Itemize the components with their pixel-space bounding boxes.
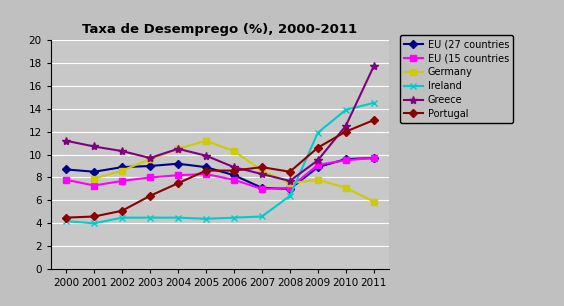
- Portugal: [147, 194, 153, 198]
- Ireland: [147, 216, 153, 219]
- Ireland: [175, 216, 182, 219]
- Germany: [315, 178, 321, 182]
- Greece: [342, 124, 349, 128]
- Greece: [147, 156, 153, 160]
- Greece: [91, 145, 98, 148]
- Ireland: [258, 215, 265, 218]
- EU (27 countries: [287, 187, 293, 191]
- EU (15 countries: [342, 159, 349, 162]
- EU (27 countries: [175, 162, 182, 166]
- EU (27 countries: [315, 165, 321, 169]
- Title: Taxa de Desemprego (%), 2000-2011: Taxa de Desemprego (%), 2000-2011: [82, 23, 358, 36]
- Portugal: [231, 169, 237, 173]
- EU (27 countries: [63, 168, 69, 171]
- Portugal: [91, 215, 98, 218]
- Germany: [202, 139, 209, 143]
- Greece: [231, 165, 237, 169]
- Portugal: [371, 118, 377, 122]
- Legend: EU (27 countries, EU (15 countries, Germany, Ireland, Greece, Portugal: EU (27 countries, EU (15 countries, Germ…: [400, 35, 513, 123]
- Germany: [342, 186, 349, 190]
- Germany: [175, 147, 182, 151]
- Line: Greece: Greece: [62, 62, 378, 185]
- EU (15 countries: [91, 184, 98, 187]
- EU (15 countries: [118, 179, 125, 183]
- Portugal: [175, 181, 182, 185]
- Greece: [287, 179, 293, 183]
- Greece: [371, 64, 377, 68]
- Ireland: [342, 108, 349, 112]
- Line: EU (27 countries: EU (27 countries: [63, 155, 377, 192]
- Portugal: [63, 216, 69, 219]
- Germany: [371, 200, 377, 203]
- EU (27 countries: [91, 170, 98, 174]
- Germany: [258, 169, 265, 173]
- EU (15 countries: [371, 156, 377, 160]
- Portugal: [202, 169, 209, 173]
- Greece: [63, 139, 69, 143]
- EU (15 countries: [258, 187, 265, 191]
- Ireland: [118, 216, 125, 219]
- Ireland: [202, 217, 209, 221]
- EU (27 countries: [371, 156, 377, 160]
- EU (27 countries: [202, 165, 209, 169]
- Portugal: [287, 170, 293, 174]
- Line: Germany: Germany: [91, 138, 377, 204]
- Germany: [287, 181, 293, 185]
- EU (15 countries: [231, 178, 237, 182]
- Ireland: [371, 101, 377, 105]
- Line: EU (15 countries: EU (15 countries: [63, 155, 377, 192]
- EU (27 countries: [147, 164, 153, 168]
- EU (15 countries: [287, 186, 293, 190]
- Ireland: [63, 219, 69, 223]
- Line: Portugal: Portugal: [63, 117, 377, 220]
- EU (27 countries: [231, 173, 237, 177]
- Ireland: [315, 131, 321, 135]
- Germany: [118, 169, 125, 173]
- Greece: [202, 154, 209, 158]
- Portugal: [118, 209, 125, 213]
- EU (15 countries: [147, 176, 153, 179]
- Ireland: [287, 194, 293, 198]
- Greece: [315, 159, 321, 162]
- Germany: [231, 149, 237, 153]
- Ireland: [91, 222, 98, 225]
- EU (15 countries: [175, 173, 182, 177]
- EU (27 countries: [118, 165, 125, 169]
- Ireland: [231, 216, 237, 219]
- Portugal: [315, 146, 321, 150]
- Portugal: [342, 130, 349, 133]
- EU (15 countries: [202, 172, 209, 176]
- Line: Ireland: Ireland: [63, 99, 377, 227]
- Greece: [118, 149, 125, 153]
- EU (27 countries: [342, 157, 349, 161]
- Greece: [258, 172, 265, 176]
- Germany: [91, 177, 98, 181]
- EU (27 countries: [258, 186, 265, 190]
- EU (15 countries: [63, 178, 69, 182]
- Portugal: [258, 165, 265, 169]
- Germany: [147, 157, 153, 161]
- EU (15 countries: [315, 163, 321, 167]
- Greece: [175, 147, 182, 151]
